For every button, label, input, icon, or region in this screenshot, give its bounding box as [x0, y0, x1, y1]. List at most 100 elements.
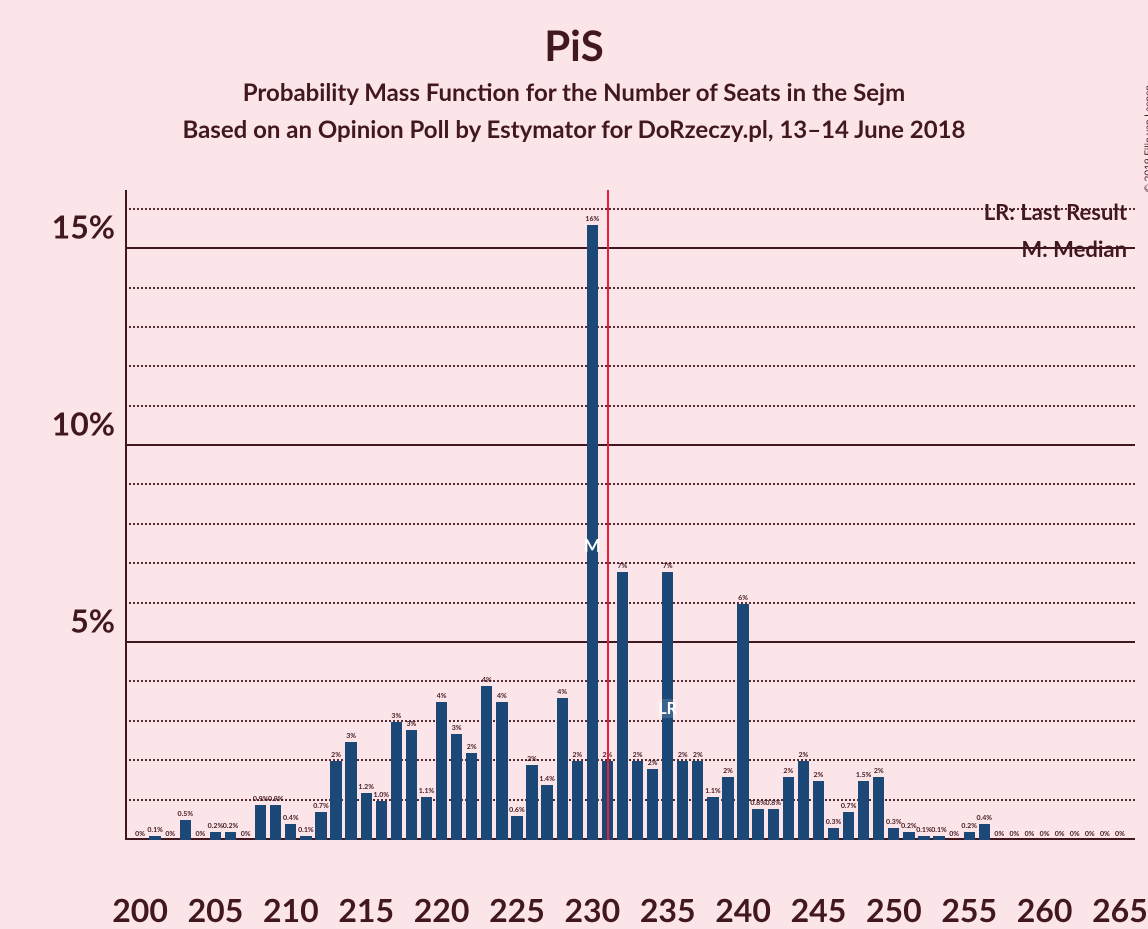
gridline-minor [125, 562, 1135, 564]
bar [557, 698, 568, 840]
bar-value-label: 3% [346, 732, 356, 740]
x-tick-label: 205 [188, 890, 244, 929]
bar-value-label: 0.1% [916, 826, 932, 834]
bar-value-label: 2% [874, 767, 884, 775]
median-marker: M [584, 534, 601, 556]
bar-value-label: 0.2% [961, 822, 977, 830]
bar-value-label: 1.5% [856, 771, 872, 779]
bar-value-label: 0.3% [886, 818, 902, 826]
bar-value-label: 0% [1100, 830, 1110, 838]
bar-value-label: 0% [1070, 830, 1080, 838]
gridline-minor [125, 483, 1135, 485]
x-tick-label: 265 [1092, 890, 1148, 929]
x-tick-label: 215 [338, 890, 394, 929]
x-tick-label: 255 [941, 890, 997, 929]
bar-value-label: 0% [135, 830, 145, 838]
bar [406, 730, 417, 840]
bar-value-label: 0% [994, 830, 1004, 838]
subtitle-1: Probability Mass Function for the Number… [0, 78, 1148, 107]
x-tick-label: 235 [640, 890, 696, 929]
bar [858, 781, 869, 840]
bar-value-label: 0.2% [208, 822, 224, 830]
bar-value-label: 0.1% [931, 826, 947, 834]
bar [526, 765, 537, 840]
bar [737, 604, 748, 840]
bar-value-label: 0.7% [841, 802, 857, 810]
gridline-minor [125, 523, 1135, 525]
bar [873, 777, 884, 840]
bar [149, 836, 160, 840]
bar-value-label: 0% [1040, 830, 1050, 838]
last-result-marker: LR [658, 699, 677, 718]
x-tick-label: 245 [791, 890, 847, 929]
bar [677, 761, 688, 840]
bar-value-label: 0.8% [765, 799, 781, 807]
bar-value-label: 2% [331, 751, 341, 759]
bar-value-label: 0.1% [298, 826, 314, 834]
bar [345, 742, 356, 840]
bar [285, 824, 296, 840]
bar [692, 761, 703, 840]
bar [541, 785, 552, 840]
x-tick-label: 210 [263, 890, 319, 929]
bar-value-label: 0% [1025, 830, 1035, 838]
bar-value-label: 2% [814, 771, 824, 779]
bar [180, 820, 191, 840]
bar-value-label: 2% [678, 751, 688, 759]
bar-value-label: 2% [693, 751, 703, 759]
bar-value-label: 2% [527, 755, 537, 763]
bar-value-label: 0.8% [750, 799, 766, 807]
bar-value-label: 1.2% [358, 783, 374, 791]
x-tick-label: 220 [414, 890, 470, 929]
pmf-chart: LR: Last Result M: Median 0%0.1%0%0.5%0%… [125, 190, 1135, 840]
bar [722, 777, 733, 840]
x-tick-label: 230 [564, 890, 620, 929]
bar-value-label: 0% [1115, 830, 1125, 838]
bar [707, 797, 718, 840]
bar-value-label: 4% [497, 692, 507, 700]
bar [647, 769, 658, 840]
bar-value-label: 3% [391, 712, 401, 720]
y-tick-label: 5% [70, 601, 115, 640]
y-tick-label: 10% [52, 404, 115, 443]
gridline-minor [125, 720, 1135, 722]
bar [270, 805, 281, 840]
bar-value-label: 16% [585, 215, 599, 223]
bar [798, 761, 809, 840]
bar [587, 225, 598, 840]
bar [436, 702, 447, 840]
x-tick-label: 225 [489, 890, 545, 929]
bar [828, 828, 839, 840]
bar-value-label: 0% [195, 830, 205, 838]
gridline-major [125, 444, 1135, 446]
bar [451, 734, 462, 840]
plot-area: LR: Last Result M: Median 0%0.1%0%0.5%0%… [125, 190, 1135, 840]
gridline-minor [125, 326, 1135, 328]
median-line [607, 190, 609, 840]
bar-value-label: 0% [1085, 830, 1095, 838]
y-tick-label: 15% [52, 207, 115, 246]
title-block: PiS Probability Mass Function for the Nu… [0, 0, 1148, 144]
bar [617, 572, 628, 840]
bar-value-label: 2% [648, 759, 658, 767]
legend-lr: LR: Last Result [984, 193, 1127, 230]
bar-value-label: 4% [437, 692, 447, 700]
bar-value-label: 0% [1009, 830, 1019, 838]
bar-value-label: 0.6% [509, 806, 525, 814]
legend: LR: Last Result M: Median [984, 193, 1127, 268]
gridline-minor [125, 208, 1135, 210]
bar-value-label: 2% [633, 751, 643, 759]
bar-value-label: 0.9% [268, 795, 284, 803]
bar [572, 761, 583, 840]
gridline-minor [125, 405, 1135, 407]
bar [903, 832, 914, 840]
gridline-minor [125, 602, 1135, 604]
bar [466, 753, 477, 840]
gridline-minor [125, 759, 1135, 761]
bar-value-label: 7% [663, 562, 673, 570]
bar [632, 761, 643, 840]
bar-value-label: 0.7% [313, 802, 329, 810]
bar-value-label: 0.3% [826, 818, 842, 826]
copyright-text: © 2019 Filip van Laenen [1142, 85, 1148, 192]
bar [511, 816, 522, 840]
